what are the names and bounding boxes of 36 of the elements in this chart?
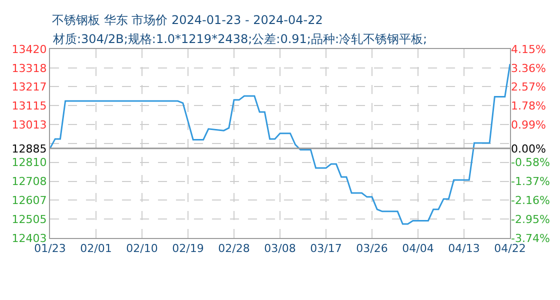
y2-tick-label: -2.16% [511,194,550,207]
x-tick-label: 02/01 [80,242,112,256]
y2-tick-label: 1.78% [511,100,546,113]
x-tick-label: 04/04 [402,242,434,256]
y-tick-label: 12708 [12,175,47,188]
y2-tick-label: 2.57% [511,80,546,94]
chart-title: 不锈钢板 华东 市场价 2024-01-23 - 2024-04-22 [52,13,323,27]
x-tick-label: 02/19 [172,242,204,256]
x-tick-label: 03/08 [264,242,296,256]
y-tick-label: 12810 [12,156,47,170]
y-tick-label: 13013 [12,118,47,132]
line-series [50,63,510,225]
x-tick-label: 02/10 [126,242,158,256]
x-tick-label: 04/13 [448,242,480,256]
y2-tick-label: -2.95% [511,212,550,226]
y-tick-label: 13420 [12,42,47,56]
y-tick-label: 13115 [12,100,47,113]
y-tick-label: 12885 [12,142,47,156]
y2-tick-label: -0.58% [511,156,550,170]
y-tick-label: 12607 [12,194,47,207]
x-tick-label: 03/26 [356,242,388,256]
chart-subtitle: 材质:304/2B;规格:1.0*1219*2438;公差:0.91;品种:冷轧不锈钢平板; [52,32,428,46]
y2-tick-label: 0.99% [511,118,546,132]
x-tick-label: 01/23 [34,242,66,256]
y2-tick-label: 0.00% [511,142,546,156]
x-tick-label: 03/17 [310,242,342,256]
y2-tick-label: 3.36% [511,62,546,75]
y-tick-label: 12505 [12,212,47,226]
y2-tick-label: 4.15% [511,42,546,56]
y-tick-label: 13318 [12,62,47,75]
x-tick-label: 04/22 [494,242,526,256]
y-tick-label: 12403 [12,232,47,245]
x-tick-label: 02/28 [218,242,250,256]
y2-tick-label: -1.37% [511,175,550,188]
y2-tick-label: -3.74% [511,232,550,245]
y-tick-label: 13217 [12,80,47,94]
